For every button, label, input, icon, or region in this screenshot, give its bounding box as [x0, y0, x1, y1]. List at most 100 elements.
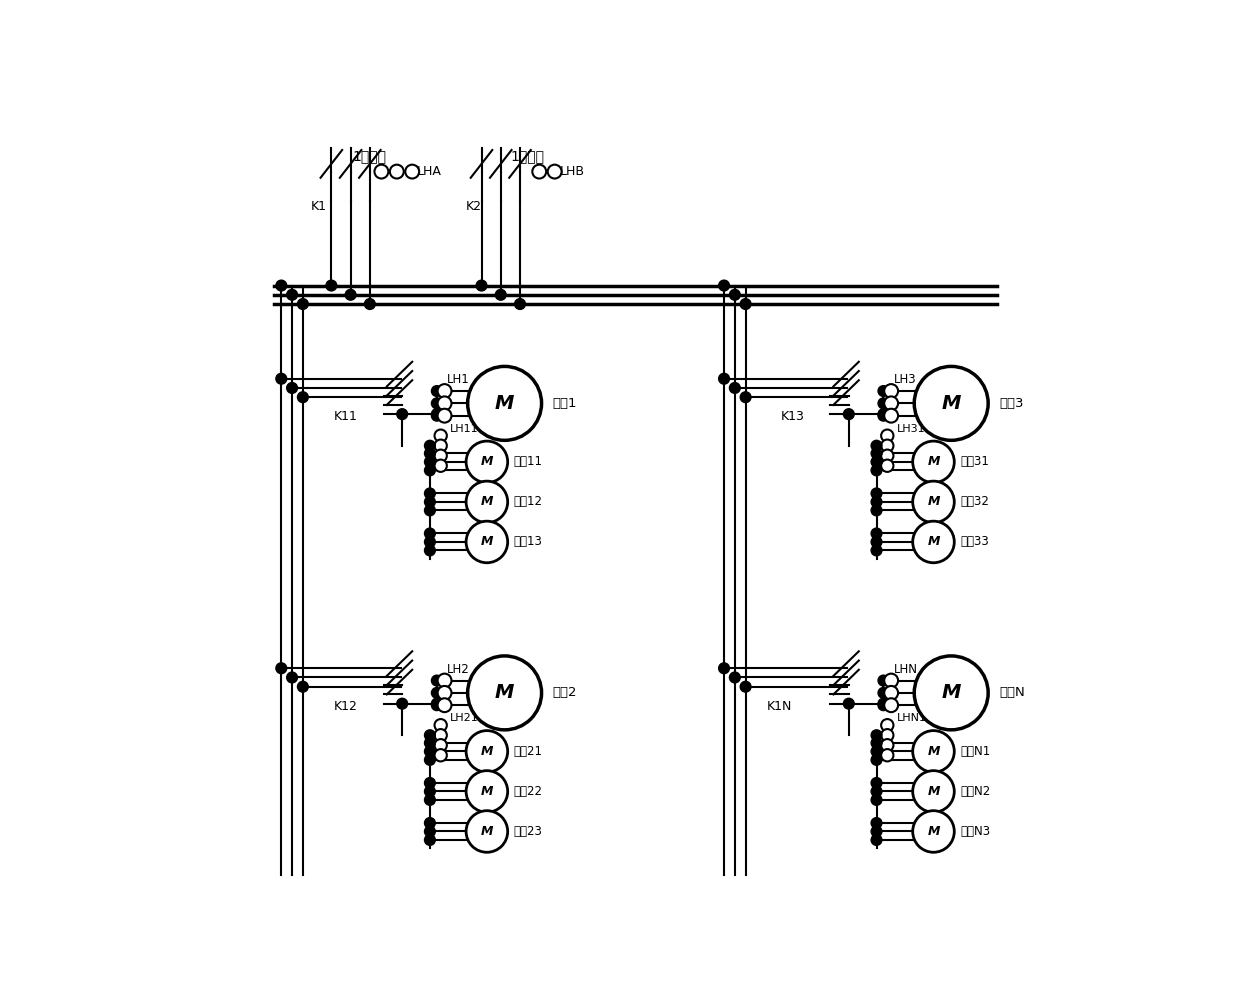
Circle shape — [277, 663, 286, 674]
Circle shape — [872, 835, 882, 845]
Circle shape — [913, 811, 955, 852]
Circle shape — [298, 299, 309, 309]
Text: LH1: LH1 — [446, 373, 470, 386]
Circle shape — [729, 289, 740, 300]
Circle shape — [872, 505, 882, 516]
Circle shape — [884, 409, 898, 423]
Circle shape — [882, 450, 894, 462]
Text: M: M — [928, 825, 940, 838]
Circle shape — [434, 739, 446, 751]
Circle shape — [872, 465, 882, 476]
Circle shape — [882, 749, 894, 761]
Text: M: M — [495, 683, 515, 702]
Text: 1路电源: 1路电源 — [511, 149, 544, 163]
Circle shape — [424, 778, 435, 788]
Circle shape — [495, 289, 506, 300]
Text: LHN1: LHN1 — [897, 713, 926, 723]
Circle shape — [872, 786, 882, 797]
Circle shape — [434, 430, 446, 442]
Circle shape — [719, 280, 729, 291]
Circle shape — [913, 481, 955, 523]
Text: LH3: LH3 — [894, 373, 916, 386]
Circle shape — [884, 686, 898, 700]
Circle shape — [434, 460, 446, 472]
Circle shape — [326, 280, 337, 291]
Circle shape — [298, 681, 309, 692]
Circle shape — [424, 826, 435, 837]
Text: 风机21: 风机21 — [513, 745, 543, 758]
Circle shape — [872, 456, 882, 467]
Circle shape — [424, 465, 435, 476]
Circle shape — [515, 299, 526, 309]
Text: LHN: LHN — [894, 663, 918, 676]
Circle shape — [843, 409, 854, 420]
Text: 油泵2: 油泵2 — [552, 686, 577, 699]
Circle shape — [434, 749, 446, 761]
Circle shape — [424, 730, 435, 741]
Text: 风机31: 风机31 — [961, 455, 990, 468]
Circle shape — [424, 448, 435, 459]
Circle shape — [434, 729, 446, 741]
Circle shape — [872, 746, 882, 757]
Circle shape — [532, 165, 546, 179]
Circle shape — [872, 754, 882, 765]
Circle shape — [913, 771, 955, 812]
Circle shape — [424, 440, 435, 451]
Circle shape — [438, 396, 451, 410]
Circle shape — [719, 373, 729, 384]
Text: M: M — [495, 394, 515, 413]
Circle shape — [424, 835, 435, 845]
Circle shape — [424, 488, 435, 499]
Circle shape — [872, 537, 882, 547]
Text: 风机N3: 风机N3 — [961, 825, 991, 838]
Text: 风机N2: 风机N2 — [961, 785, 991, 798]
Circle shape — [466, 771, 507, 812]
Circle shape — [872, 826, 882, 837]
Circle shape — [872, 497, 882, 507]
Circle shape — [432, 409, 443, 420]
Text: M: M — [481, 745, 494, 758]
Text: 风机13: 风机13 — [513, 535, 543, 548]
Text: M: M — [928, 455, 940, 468]
Circle shape — [476, 280, 487, 291]
Circle shape — [878, 687, 889, 698]
Circle shape — [438, 686, 451, 700]
Circle shape — [432, 687, 443, 698]
Circle shape — [740, 299, 751, 309]
Text: M: M — [481, 785, 494, 798]
Circle shape — [432, 700, 443, 711]
Text: M: M — [481, 455, 494, 468]
Circle shape — [466, 481, 507, 523]
Text: M: M — [928, 535, 940, 548]
Circle shape — [405, 165, 419, 179]
Circle shape — [424, 497, 435, 507]
Circle shape — [548, 165, 562, 179]
Circle shape — [872, 488, 882, 499]
Text: M: M — [481, 825, 494, 838]
Circle shape — [882, 440, 894, 452]
Circle shape — [432, 675, 443, 686]
Circle shape — [432, 698, 443, 709]
Circle shape — [277, 373, 286, 384]
Circle shape — [438, 384, 451, 398]
Circle shape — [878, 386, 889, 396]
Text: M: M — [481, 535, 494, 548]
Circle shape — [466, 731, 507, 772]
Text: M: M — [481, 495, 494, 508]
Circle shape — [286, 289, 298, 300]
Text: K11: K11 — [334, 410, 357, 423]
Text: LH31: LH31 — [897, 424, 925, 434]
Circle shape — [467, 656, 542, 730]
Circle shape — [843, 698, 854, 709]
Circle shape — [424, 795, 435, 805]
Text: M: M — [928, 785, 940, 798]
Circle shape — [397, 698, 408, 709]
Circle shape — [466, 811, 507, 852]
Circle shape — [424, 545, 435, 556]
Text: 风机11: 风机11 — [513, 455, 543, 468]
Circle shape — [286, 672, 298, 683]
Circle shape — [878, 700, 889, 711]
Circle shape — [424, 754, 435, 765]
Text: 风机N1: 风机N1 — [961, 745, 991, 758]
Circle shape — [466, 441, 507, 483]
